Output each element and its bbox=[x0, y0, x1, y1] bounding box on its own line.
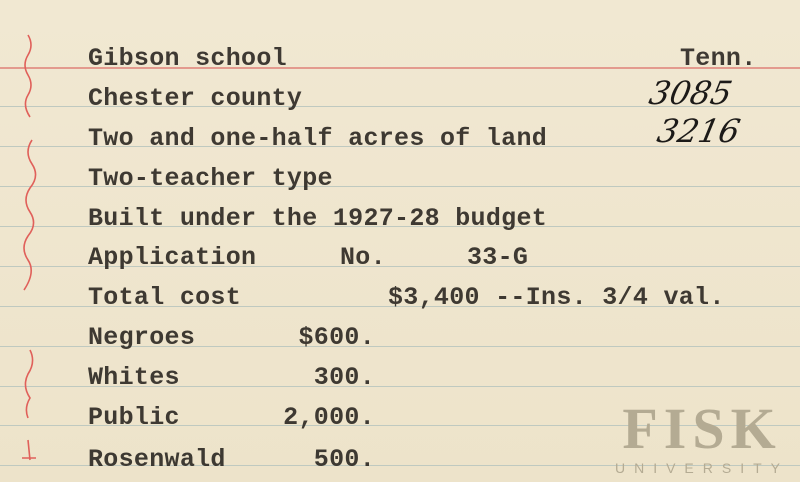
county: Chester county bbox=[88, 84, 303, 113]
ruled-line bbox=[0, 386, 800, 387]
school-name: Gibson school bbox=[88, 44, 287, 73]
ruled-line bbox=[0, 346, 800, 347]
ruled-line bbox=[0, 306, 800, 307]
contribution-amount: 500. bbox=[313, 445, 375, 474]
handwritten-number-1: 3085 bbox=[645, 74, 736, 112]
ruled-line bbox=[0, 226, 800, 227]
red-rule bbox=[0, 67, 800, 69]
contribution-label: Rosenwald bbox=[88, 445, 226, 474]
handwritten-number-2: 3216 bbox=[653, 112, 744, 150]
margin-handwriting-icon bbox=[22, 34, 37, 461]
application-label: Application bbox=[88, 243, 257, 272]
land: Two and one-half acres of land bbox=[88, 124, 548, 153]
total-cost-label: Total cost bbox=[88, 283, 242, 312]
contribution-amount: 2,000. bbox=[283, 403, 375, 432]
fisk-university-watermark: FISK UNIVERSITY bbox=[612, 396, 792, 477]
ruled-line bbox=[0, 425, 800, 426]
school-type: Two-teacher type bbox=[88, 164, 333, 193]
contribution-amount: $600. bbox=[298, 323, 375, 352]
watermark-name: FISK bbox=[622, 396, 782, 461]
contribution-label: Whites bbox=[88, 363, 180, 392]
ruled-line bbox=[0, 146, 800, 147]
total-cost: $3,400 --Ins. 3/4 val. bbox=[388, 283, 725, 312]
state: Tenn. bbox=[680, 44, 757, 73]
application-no-label: No. bbox=[340, 243, 386, 272]
contribution-label: Negroes bbox=[88, 323, 196, 352]
ruled-line bbox=[0, 465, 800, 466]
watermark-subtitle: UNIVERSITY bbox=[614, 460, 789, 476]
ruled-line bbox=[0, 106, 800, 107]
ruled-line bbox=[0, 186, 800, 187]
budget: Built under the 1927-28 budget bbox=[88, 204, 548, 233]
ruled-line bbox=[0, 266, 800, 267]
application-no: 33-G bbox=[467, 243, 529, 272]
contribution-label: Public bbox=[88, 403, 180, 432]
contribution-amount: 300. bbox=[313, 363, 375, 392]
